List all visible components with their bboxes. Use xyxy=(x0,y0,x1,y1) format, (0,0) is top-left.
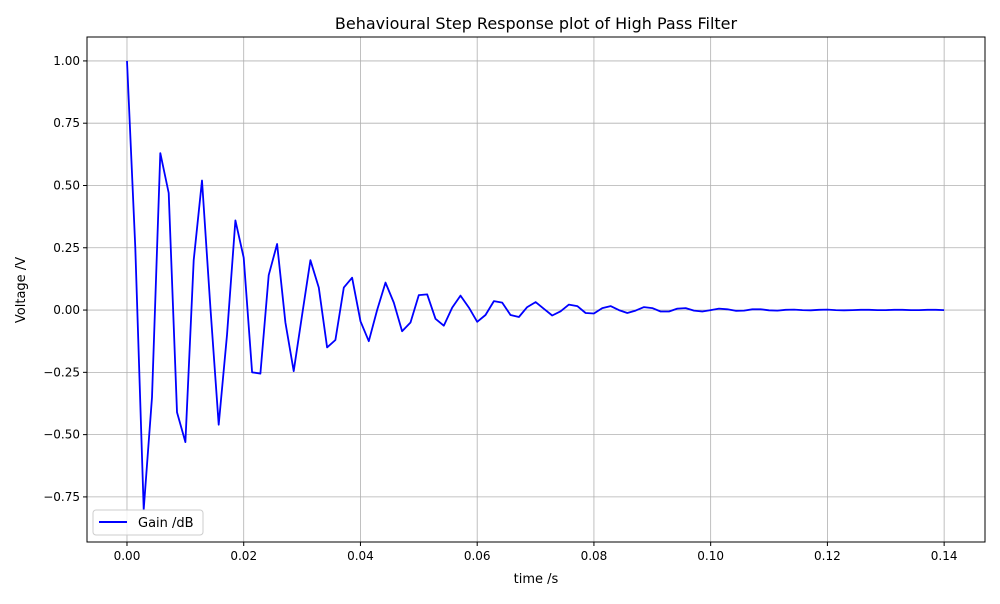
y-tick-label: −0.25 xyxy=(43,365,80,379)
y-tick-label: −0.50 xyxy=(43,428,80,442)
series-layer xyxy=(127,61,944,510)
x-tick-label: 0.12 xyxy=(814,549,841,563)
y-tick-label: 0.50 xyxy=(53,178,80,192)
y-axis-label: Voltage /V xyxy=(14,257,29,323)
x-tick-label: 0.06 xyxy=(464,549,491,563)
plot-frame xyxy=(87,37,985,542)
x-tick-label: 0.02 xyxy=(230,549,257,563)
x-tick-label: 0.10 xyxy=(697,549,724,563)
legend-label: Gain /dB xyxy=(138,516,194,531)
y-tick-label: −0.75 xyxy=(43,490,80,504)
x-tick-label: 0.04 xyxy=(347,549,374,563)
x-axis-label: time /s xyxy=(514,572,559,587)
grid xyxy=(87,37,985,542)
y-tick-label: 0.00 xyxy=(53,303,80,317)
legend: Gain /dB xyxy=(93,510,203,535)
x-tick-label: 0.00 xyxy=(114,549,141,563)
chart-title: Behavioural Step Response plot of High P… xyxy=(335,14,738,33)
series-line-gain xyxy=(127,61,944,510)
x-tick-label: 0.14 xyxy=(931,549,958,563)
y-tick-label: 0.75 xyxy=(53,116,80,130)
x-axis: 0.00 0.02 0.04 0.06 0.08 0.10 0.12 0.14 xyxy=(114,542,958,563)
y-axis: −0.75 −0.50 −0.25 0.00 0.25 0.50 0.75 1.00 xyxy=(43,54,87,504)
y-tick-label: 0.25 xyxy=(53,241,80,255)
y-tick-label: 1.00 xyxy=(53,54,80,68)
x-tick-label: 0.08 xyxy=(581,549,608,563)
